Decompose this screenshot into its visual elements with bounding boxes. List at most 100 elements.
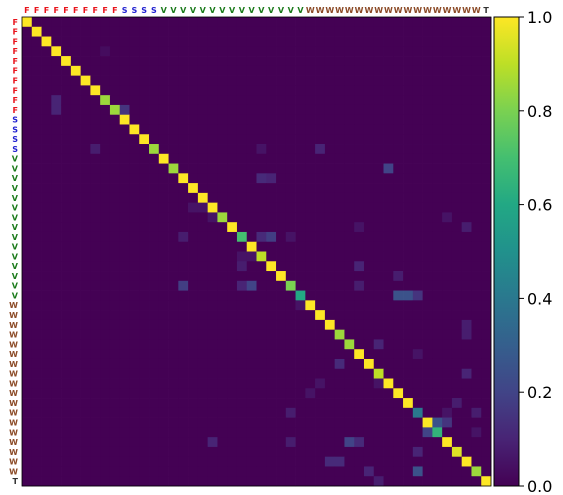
heatmap-cell bbox=[315, 446, 326, 458]
heatmap-cell bbox=[22, 446, 33, 458]
heatmap-cell bbox=[100, 104, 111, 116]
heatmap-cell bbox=[51, 153, 62, 164]
heatmap-cell bbox=[276, 319, 287, 331]
heatmap-cell bbox=[22, 300, 33, 311]
heatmap-cell bbox=[295, 36, 306, 47]
heatmap-cell bbox=[451, 329, 463, 340]
heatmap-cell bbox=[217, 271, 228, 282]
heatmap-cell bbox=[432, 17, 443, 28]
heatmap-cell bbox=[373, 329, 384, 340]
heatmap-cell bbox=[285, 446, 296, 458]
heatmap-cell bbox=[51, 163, 62, 174]
heatmap-cell bbox=[256, 36, 267, 47]
heatmap-cell bbox=[461, 407, 472, 418]
heatmap-cell bbox=[442, 144, 453, 155]
heatmap-cell bbox=[315, 427, 326, 438]
heatmap-cell bbox=[236, 26, 248, 37]
heatmap-cell bbox=[139, 212, 150, 223]
heatmap-cell bbox=[383, 65, 394, 76]
heatmap-cell bbox=[285, 202, 296, 213]
heatmap-cell bbox=[344, 85, 355, 96]
heatmap-cell bbox=[246, 456, 257, 467]
heatmap-cell bbox=[227, 202, 238, 213]
heatmap-cell bbox=[236, 163, 248, 174]
column-label: V bbox=[258, 6, 265, 15]
column-label: F bbox=[73, 6, 78, 15]
heatmap-cell bbox=[217, 124, 228, 135]
heatmap-cell bbox=[481, 456, 492, 467]
heatmap-cell bbox=[442, 163, 453, 174]
heatmap-cell bbox=[119, 339, 130, 350]
heatmap-cell bbox=[217, 134, 228, 145]
heatmap-cell bbox=[432, 85, 443, 96]
heatmap-cell bbox=[119, 134, 130, 145]
heatmap-cell bbox=[295, 388, 306, 399]
heatmap-cell bbox=[295, 427, 306, 438]
heatmap-cell bbox=[276, 104, 287, 116]
heatmap-cell bbox=[266, 417, 277, 428]
heatmap-cell bbox=[158, 280, 169, 291]
heatmap-cell bbox=[305, 378, 316, 389]
heatmap-cell bbox=[158, 231, 169, 243]
heatmap-cell bbox=[41, 368, 52, 379]
heatmap-cell bbox=[442, 319, 453, 331]
heatmap-cell bbox=[315, 124, 326, 135]
heatmap-cell bbox=[80, 427, 91, 438]
heatmap-cell bbox=[451, 75, 463, 86]
heatmap-cell bbox=[442, 134, 453, 145]
heatmap-cell bbox=[403, 319, 414, 331]
heatmap-cell bbox=[139, 56, 150, 67]
heatmap-cell bbox=[178, 65, 189, 76]
heatmap-cell bbox=[334, 437, 345, 448]
colorbar-tick-label: 0.6 bbox=[527, 196, 552, 215]
heatmap-cell bbox=[256, 466, 267, 477]
heatmap-cell bbox=[373, 241, 384, 252]
heatmap-cell bbox=[51, 26, 62, 37]
heatmap-cell bbox=[188, 222, 199, 233]
heatmap-cell bbox=[31, 183, 42, 194]
heatmap-cell bbox=[178, 476, 189, 487]
heatmap-cell bbox=[100, 398, 111, 409]
heatmap-cell bbox=[422, 271, 433, 282]
heatmap-cell bbox=[158, 104, 169, 116]
heatmap-cell bbox=[442, 329, 453, 340]
heatmap-cell bbox=[178, 407, 189, 418]
heatmap-cell bbox=[471, 319, 482, 331]
heatmap-cell bbox=[41, 163, 52, 174]
heatmap-cell bbox=[354, 134, 365, 145]
heatmap-cell bbox=[442, 192, 453, 203]
heatmap-cell bbox=[461, 290, 472, 301]
heatmap-cell bbox=[236, 75, 248, 86]
heatmap-cell bbox=[22, 280, 33, 291]
heatmap-cell bbox=[22, 222, 33, 233]
column-label: W bbox=[452, 6, 461, 15]
heatmap-cell bbox=[383, 476, 394, 487]
heatmap-cell bbox=[461, 466, 472, 477]
row-label: V bbox=[12, 223, 19, 232]
heatmap-cell bbox=[383, 173, 394, 184]
heatmap-cell bbox=[373, 36, 384, 47]
heatmap-cell bbox=[61, 241, 72, 252]
heatmap-cell bbox=[422, 388, 433, 399]
heatmap-cell bbox=[90, 446, 101, 458]
heatmap-cell bbox=[90, 65, 101, 76]
heatmap-cell bbox=[295, 183, 306, 194]
heatmap-cell bbox=[139, 339, 150, 350]
heatmap-cell bbox=[227, 310, 238, 321]
heatmap-cell bbox=[461, 183, 472, 194]
heatmap-cell bbox=[178, 271, 189, 282]
heatmap-cell bbox=[246, 65, 257, 76]
heatmap-cell bbox=[451, 261, 463, 272]
heatmap-cell bbox=[22, 65, 33, 76]
heatmap-cell bbox=[266, 466, 277, 477]
heatmap-cell bbox=[197, 183, 208, 194]
heatmap-cell bbox=[451, 192, 463, 203]
heatmap-cell bbox=[451, 124, 463, 135]
heatmap-cell bbox=[256, 153, 267, 164]
heatmap-cell bbox=[334, 134, 345, 145]
heatmap-cell bbox=[481, 339, 492, 350]
heatmap-cell bbox=[422, 75, 433, 86]
heatmap-cell bbox=[100, 36, 111, 47]
heatmap-cell bbox=[149, 114, 160, 125]
heatmap-cell bbox=[149, 251, 160, 262]
